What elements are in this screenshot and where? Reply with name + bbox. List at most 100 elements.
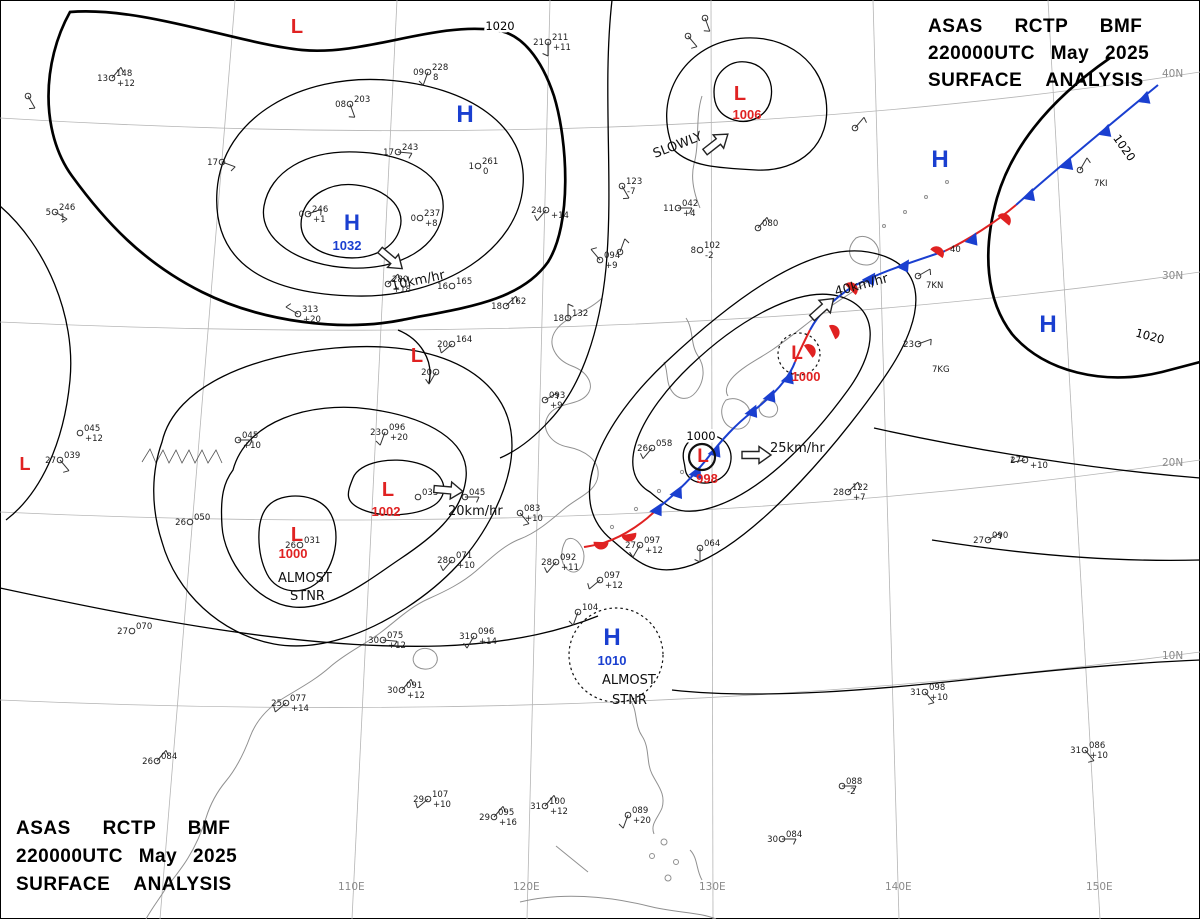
warm-front-pip bbox=[593, 541, 609, 550]
station-pressure: 100 bbox=[549, 797, 565, 807]
station-tendency: +4 bbox=[683, 209, 696, 219]
title-line1: ASAS RCTP BMF bbox=[16, 818, 230, 839]
station-plot: 26 050 bbox=[175, 513, 210, 528]
annotation-text: ALMOST bbox=[278, 571, 332, 586]
station-plot: 27 097+12 bbox=[625, 536, 663, 558]
coast-hainan bbox=[412, 647, 438, 670]
station-pressure: 148 bbox=[116, 69, 132, 79]
station-plot: 28 071+10 bbox=[437, 551, 475, 572]
pressure-value: 1002 bbox=[372, 504, 401, 519]
warm-front-pip bbox=[621, 532, 637, 542]
coast-luzon bbox=[629, 699, 664, 835]
station-pressure: 104 bbox=[582, 603, 598, 613]
station-tendency: +7 bbox=[853, 493, 866, 503]
pressure-value: 1000 bbox=[279, 546, 308, 561]
warm-front-segment bbox=[944, 204, 1017, 252]
annotation-text: 25km/hr bbox=[770, 441, 825, 456]
station-pressure: 243 bbox=[402, 143, 418, 153]
high-symbol: H bbox=[456, 101, 473, 128]
station-temp: 18 bbox=[491, 302, 502, 312]
station-plot: 080 bbox=[754, 216, 778, 232]
station-plot: 30 084 bbox=[767, 830, 802, 845]
station-pressure: 122 bbox=[852, 483, 868, 493]
high-symbol: H bbox=[603, 624, 620, 651]
station-temp: 16 bbox=[437, 282, 448, 292]
high-symbol: H bbox=[931, 146, 948, 173]
isobar-998-inner bbox=[682, 434, 732, 484]
station-tendency: +10 bbox=[457, 561, 475, 571]
latitude-label: 40N bbox=[1162, 68, 1183, 80]
station-temp: 30 bbox=[368, 636, 379, 646]
annotation-text: 40km/hr bbox=[833, 271, 890, 300]
station-pressure: 095 bbox=[498, 808, 514, 818]
station-temp: 31 bbox=[459, 632, 470, 642]
station-pressure: 083 bbox=[524, 504, 540, 514]
station-pressure: 039 bbox=[64, 451, 80, 461]
station-plot: 29 107+10 bbox=[413, 790, 451, 810]
station-pressure: 045 bbox=[469, 488, 485, 498]
station-pressure: 313 bbox=[302, 305, 318, 315]
isobar-label: 1000 bbox=[686, 429, 715, 443]
isobar-se-arc1 bbox=[873, 427, 1200, 479]
station-plot: 25 077+14 bbox=[271, 694, 309, 714]
station-temp: 18 bbox=[553, 314, 564, 324]
station-pressure: 064 bbox=[704, 539, 720, 549]
station-plot: 23 bbox=[903, 338, 932, 350]
isobar-1002-inner bbox=[347, 459, 445, 516]
low-symbol: L bbox=[734, 83, 746, 105]
station-plot: 033 bbox=[414, 488, 438, 501]
station-plot: 29 095+16 bbox=[479, 805, 517, 828]
motion-arrow bbox=[741, 445, 773, 465]
title-line2: 220000UTC May 2025 bbox=[16, 846, 237, 867]
station-plot: 20 bbox=[421, 368, 440, 385]
station-pressure: 071 bbox=[456, 551, 472, 561]
warm-front-pip bbox=[828, 324, 840, 340]
longitude-label: 140E bbox=[885, 881, 912, 893]
longitude-label: 150E bbox=[1086, 881, 1113, 893]
pressure-value: 1032 bbox=[333, 238, 362, 253]
station-plot: 16 165 bbox=[437, 277, 472, 292]
station-plot: 17 bbox=[207, 158, 236, 172]
station-tendency: +14 bbox=[479, 637, 497, 647]
motion-arrow bbox=[376, 246, 404, 270]
station-pressure: 092 bbox=[560, 553, 576, 563]
longitude-label: 110E bbox=[338, 881, 365, 893]
station-plot: 0 237+8 bbox=[411, 209, 441, 229]
station-pressure: 070 bbox=[136, 622, 152, 632]
station-temp: 27 bbox=[117, 627, 128, 637]
station-pressure: 094 bbox=[604, 251, 620, 261]
cold-front-pip bbox=[649, 502, 662, 517]
station-temp: 27 bbox=[45, 456, 56, 466]
station-pressure: 211 bbox=[552, 33, 568, 43]
coast-kyushu bbox=[721, 398, 751, 430]
station-temp: 26 bbox=[142, 757, 153, 767]
station-pressure: 091 bbox=[406, 681, 422, 691]
station-pressure: 102 bbox=[704, 241, 720, 251]
high-symbol: H bbox=[1039, 311, 1056, 338]
station-plot: 31 098+10 bbox=[910, 683, 948, 705]
misc-label: 7KI bbox=[1094, 179, 1108, 189]
misc-label: 7KG bbox=[932, 365, 950, 375]
station-temp: 27 bbox=[973, 536, 984, 546]
station-plot: 26 084 bbox=[142, 749, 177, 767]
title-line2: 220000UTC May 2025 bbox=[928, 43, 1149, 64]
station-tendency: +9 bbox=[550, 401, 563, 411]
isobar-high-inner2 bbox=[262, 151, 444, 269]
isobar-south-east bbox=[671, 659, 1200, 695]
station-tendency: +14 bbox=[291, 704, 309, 714]
station-pressure: 107 bbox=[432, 790, 448, 800]
isobar-se-arc2 bbox=[931, 539, 1200, 562]
cold-front-pip bbox=[861, 272, 876, 286]
station-temp: 27 bbox=[625, 541, 636, 551]
station-pressure: 084 bbox=[161, 752, 177, 762]
station-temp: 11 bbox=[663, 204, 674, 214]
coast-taiwan bbox=[561, 538, 585, 573]
station-temp: 29 bbox=[479, 813, 490, 823]
low-symbol: L bbox=[291, 16, 303, 38]
isobar-west-edge bbox=[0, 205, 72, 521]
motion-arrow bbox=[808, 297, 835, 322]
